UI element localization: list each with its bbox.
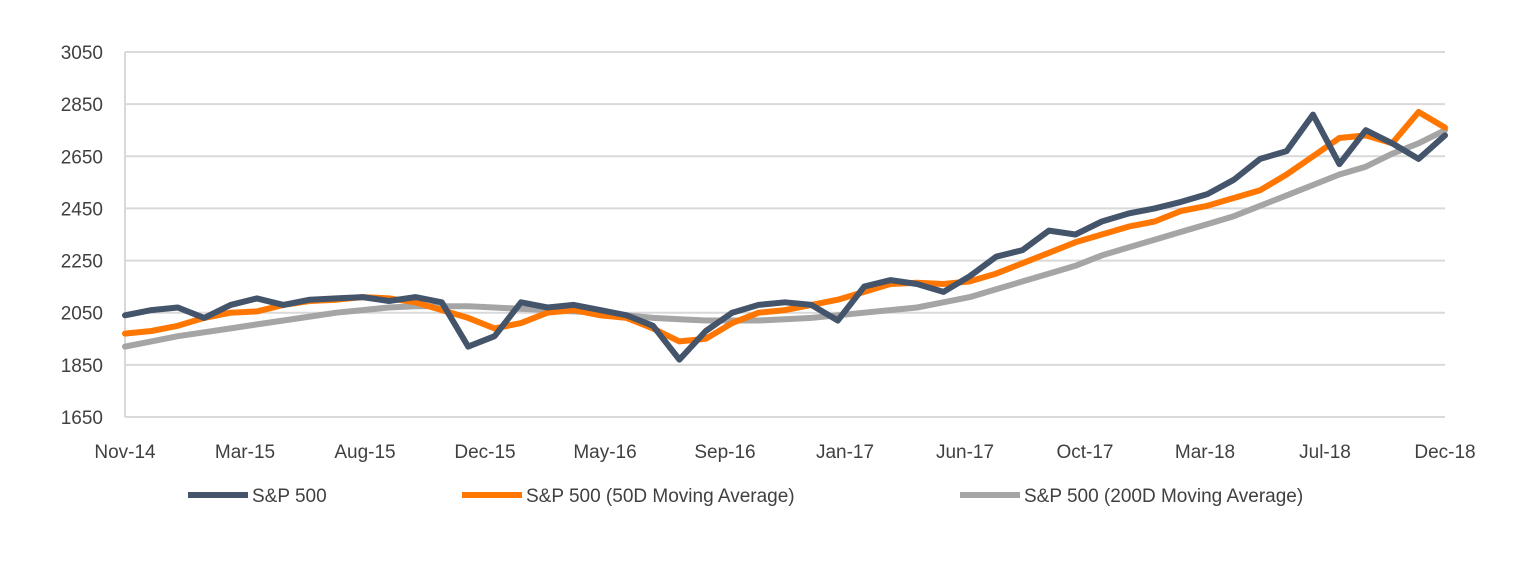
y-tick-label: 3050 xyxy=(61,43,103,64)
x-tick-label: May-16 xyxy=(573,442,636,463)
x-tick-label: Mar-15 xyxy=(215,442,275,463)
y-tick-label: 2650 xyxy=(61,147,103,168)
y-tick-label: 1850 xyxy=(61,356,103,377)
x-tick-label: Jul-18 xyxy=(1299,442,1351,463)
x-tick-label: Aug-15 xyxy=(334,442,395,463)
y-tick-label: 2050 xyxy=(61,304,103,325)
legend-label: S&P 500 (50D Moving Average) xyxy=(526,486,795,507)
x-tick-label: Nov-14 xyxy=(94,442,156,463)
y-axis-ticks: 3050 2850 2650 2450 2250 2050 1850 1650 xyxy=(61,43,103,429)
y-tick-label: 2850 xyxy=(61,95,103,116)
x-axis-ticks: Nov-14 Mar-15 Aug-15 Dec-15 May-16 Sep-16 Jan-… xyxy=(94,442,1475,463)
x-tick-label: Jun-17 xyxy=(936,442,994,463)
legend-label: S&P 500 (200D Moving Average) xyxy=(1024,486,1303,507)
x-tick-label: Sep-16 xyxy=(694,442,755,463)
y-tick-label: 1650 xyxy=(61,408,103,429)
series-line-2 xyxy=(122,127,1448,350)
x-tick-label: Jan-17 xyxy=(816,442,874,463)
x-tick-label: Oct-17 xyxy=(1056,442,1113,463)
legend-label: S&P 500 xyxy=(252,486,327,507)
y-tick-label: 2450 xyxy=(61,199,103,220)
x-tick-label: Dec-15 xyxy=(454,442,515,463)
gridlines xyxy=(125,51,1445,418)
x-tick-label: Mar-18 xyxy=(1175,442,1235,463)
x-tick-label: Dec-18 xyxy=(1414,442,1475,463)
series-line-0 xyxy=(122,111,1448,363)
series-line-1 xyxy=(122,109,1448,345)
legend: S&P 500 S&P 500 (50D Moving Average) S&P 5… xyxy=(188,486,1303,507)
y-tick-label: 2250 xyxy=(61,252,103,273)
series-lines xyxy=(122,109,1448,363)
